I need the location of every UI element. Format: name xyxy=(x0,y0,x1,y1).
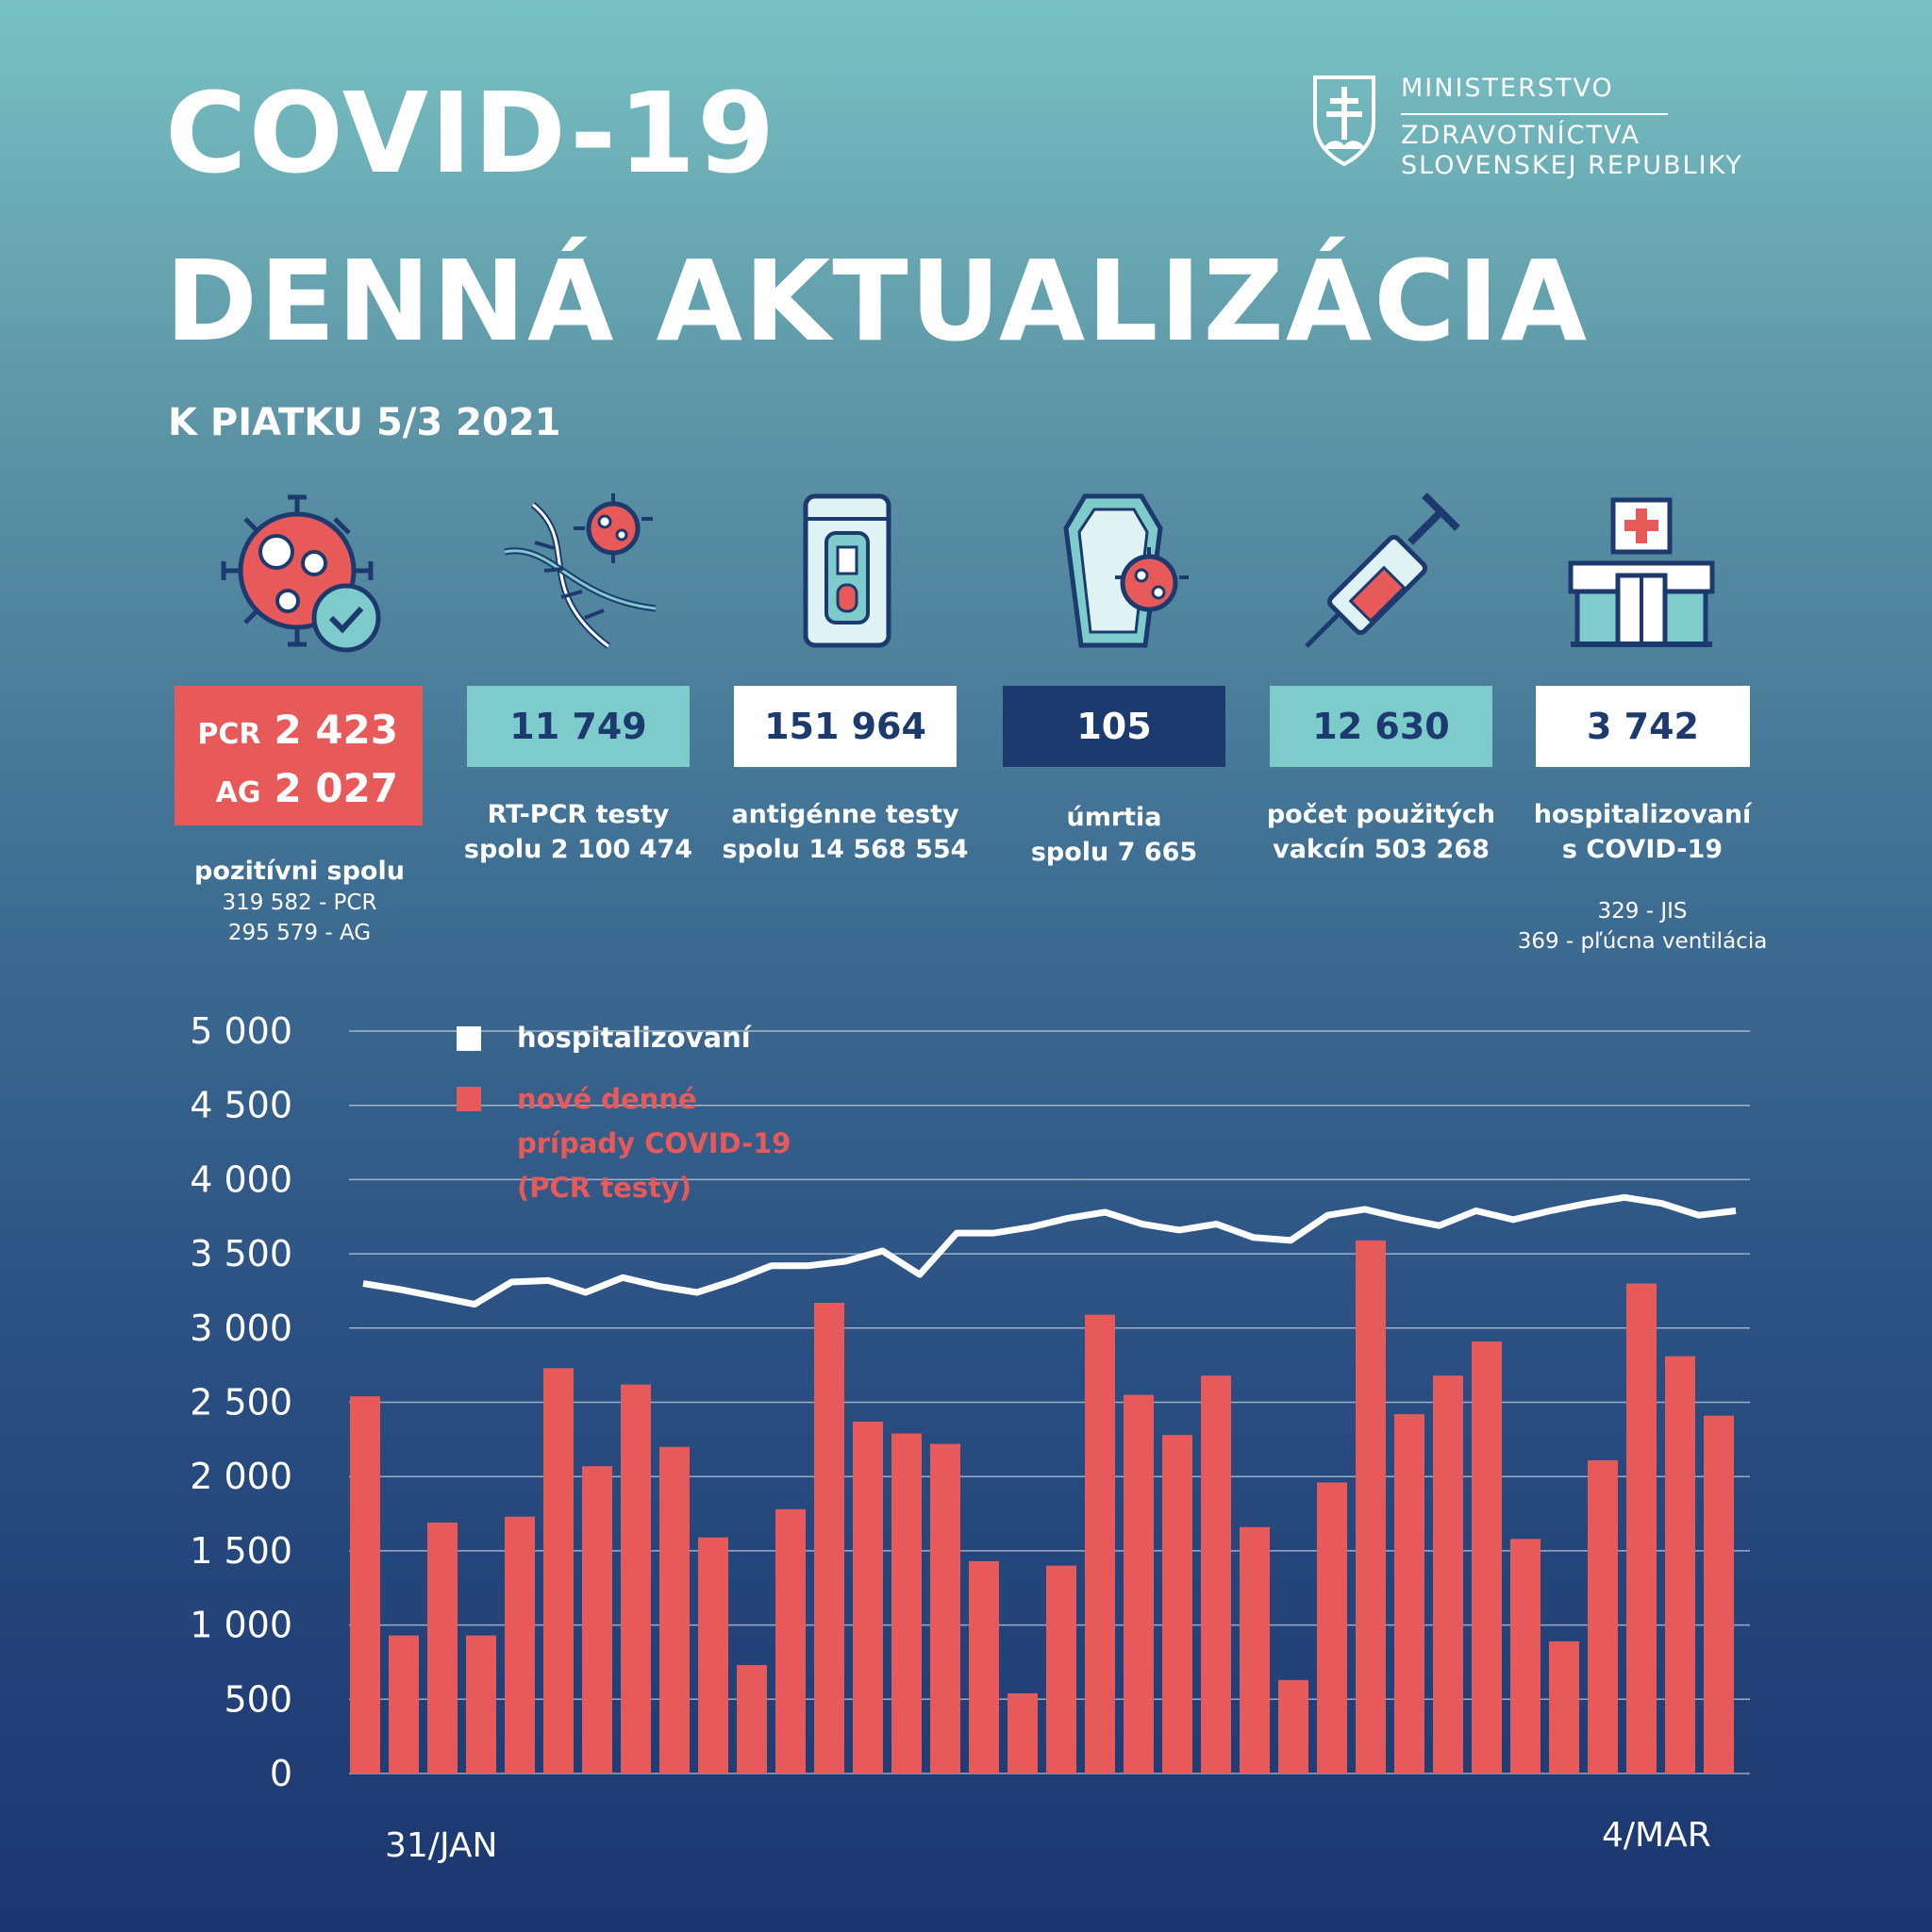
vaccines-value-box: 12 630 xyxy=(1270,686,1492,767)
y-tick-label: 4 500 xyxy=(190,1085,292,1126)
bar-new-cases xyxy=(775,1508,806,1774)
bar-new-cases xyxy=(1008,1693,1038,1774)
x-tick-start: 31/JAN xyxy=(385,1826,497,1865)
rtpcr-value-box: 11 749 xyxy=(467,686,690,767)
bar-new-cases xyxy=(814,1303,844,1774)
coffin-virus-icon xyxy=(1063,493,1189,648)
hospital-detail-ventilation: 369 - pľúcna ventilácia xyxy=(1517,929,1768,954)
bar-new-cases xyxy=(1394,1414,1424,1774)
vaccines-caption-2: vakcín 503 268 xyxy=(1273,835,1490,864)
legend-swatch-new-cases xyxy=(457,1087,481,1111)
bar-new-cases xyxy=(1588,1459,1618,1774)
ministry-divider xyxy=(1401,113,1668,115)
virus-check-icon xyxy=(221,494,381,653)
bar-new-cases xyxy=(1356,1240,1386,1774)
deaths-value-box: 105 xyxy=(1003,686,1225,767)
ag-value: 2 027 xyxy=(274,765,398,811)
y-tick-label: 3 500 xyxy=(190,1233,292,1274)
antigen-caption-1: antigénne testy xyxy=(731,800,959,829)
bar-new-cases xyxy=(1201,1375,1231,1774)
x-tick-end: 4/MAR xyxy=(1602,1816,1711,1855)
bar-new-cases xyxy=(621,1384,651,1774)
bar-new-cases xyxy=(1472,1341,1502,1774)
ministry-name-line-2: ZDRAVOTNÍCTVA xyxy=(1401,121,1641,150)
bar-new-cases xyxy=(891,1433,922,1774)
bar-new-cases xyxy=(1704,1415,1734,1774)
bar-new-cases xyxy=(1626,1283,1657,1774)
hospital-caption-1: hospitalizovaní xyxy=(1533,800,1752,829)
hospital-caption-2: s COVID-19 xyxy=(1561,835,1724,864)
pcr-label: PCR xyxy=(197,718,261,751)
bar-new-cases xyxy=(582,1466,612,1774)
ministry-logo: MINISTERSTVO ZDRAVOTNÍCTVA SLOVENSKEJ RE… xyxy=(1311,74,1764,187)
bar-new-cases xyxy=(659,1446,690,1774)
deaths-caption-1: úmrtia xyxy=(1066,803,1162,832)
hospital-detail-jis: 329 - JIS xyxy=(1597,899,1688,924)
bar-new-cases xyxy=(930,1443,960,1774)
rtpcr-caption-2: spolu 2 100 474 xyxy=(463,835,693,864)
bar-new-cases xyxy=(1085,1314,1115,1774)
antigen-caption-2: spolu 14 568 554 xyxy=(722,835,969,864)
bar-new-cases xyxy=(853,1421,883,1774)
bar-new-cases xyxy=(1549,1641,1579,1774)
y-tick-label: 1 000 xyxy=(190,1605,292,1646)
y-tick-label: 3 000 xyxy=(190,1307,292,1349)
bar-new-cases xyxy=(466,1635,496,1774)
y-tick-label: 2 000 xyxy=(190,1456,292,1497)
legend-swatch-hospitalized xyxy=(457,1026,481,1051)
ministry-name-line-1: MINISTERSTVO xyxy=(1401,74,1614,103)
legend-label-hospitalized: hospitalizovaní xyxy=(517,1022,753,1054)
bar-new-cases xyxy=(350,1396,380,1774)
positive-caption: pozitívni spolu xyxy=(194,857,405,886)
bar-new-cases xyxy=(737,1665,767,1774)
bar-new-cases xyxy=(1510,1539,1541,1774)
pcr-value: 2 423 xyxy=(274,707,398,753)
y-tick-label: 500 xyxy=(224,1678,292,1720)
ag-label: AG xyxy=(215,776,261,809)
bar-new-cases xyxy=(1162,1435,1192,1774)
positive-cases-box: PCR 2 423 AG 2 027 xyxy=(175,686,423,825)
bar-new-cases xyxy=(969,1560,999,1774)
bar-new-cases xyxy=(1665,1356,1695,1774)
y-tick-label: 4 000 xyxy=(190,1158,292,1200)
bar-new-cases xyxy=(427,1522,458,1774)
bar-new-cases xyxy=(1317,1482,1347,1774)
antigen-test-icon xyxy=(803,493,891,648)
antigen-value-box: 151 964 xyxy=(734,686,957,767)
y-tick-label: 1 500 xyxy=(190,1530,292,1572)
bar-new-cases xyxy=(505,1516,535,1774)
bar-new-cases xyxy=(1046,1565,1076,1774)
vaccines-caption-1: počet použitých xyxy=(1266,800,1496,829)
y-tick-label: 2 500 xyxy=(190,1382,292,1424)
positive-detail-ag: 295 579 - AG xyxy=(227,921,372,945)
y-tick-label: 0 xyxy=(270,1753,292,1794)
positive-detail-pcr: 319 582 - PCR xyxy=(222,891,377,915)
y-tick-label: 5 000 xyxy=(190,1010,292,1052)
bar-new-cases xyxy=(1433,1375,1463,1774)
syringe-icon xyxy=(1305,492,1460,648)
dna-virus-icon xyxy=(504,493,657,649)
bar-new-cases xyxy=(543,1368,574,1774)
bar-new-cases xyxy=(389,1635,419,1774)
legend-label-new-cases: nové denné prípady COVID-19 (PCR testy) xyxy=(517,1083,791,1204)
date-subtitle: K PIATKU 5/3 2021 xyxy=(168,401,561,444)
bar-new-cases xyxy=(1240,1526,1270,1774)
title-line-2: DENNÁ AKTUALIZÁCIA xyxy=(165,236,1590,366)
bar-new-cases xyxy=(1124,1394,1154,1774)
ministry-name-line-3: SLOVENSKEJ REPUBLIKY xyxy=(1401,151,1743,180)
bar-new-cases xyxy=(1278,1679,1308,1774)
slovak-crest-icon xyxy=(1313,75,1375,167)
deaths-caption-2: spolu 7 665 xyxy=(1030,838,1198,867)
line-hospitalized xyxy=(362,1193,1737,1308)
rtpcr-caption-1: RT-PCR testy xyxy=(487,800,670,829)
bar-new-cases xyxy=(698,1537,728,1774)
hospital-value-box: 3 742 xyxy=(1536,686,1750,767)
hospital-icon xyxy=(1568,497,1715,647)
title-line-1: COVID-19 xyxy=(165,68,777,198)
